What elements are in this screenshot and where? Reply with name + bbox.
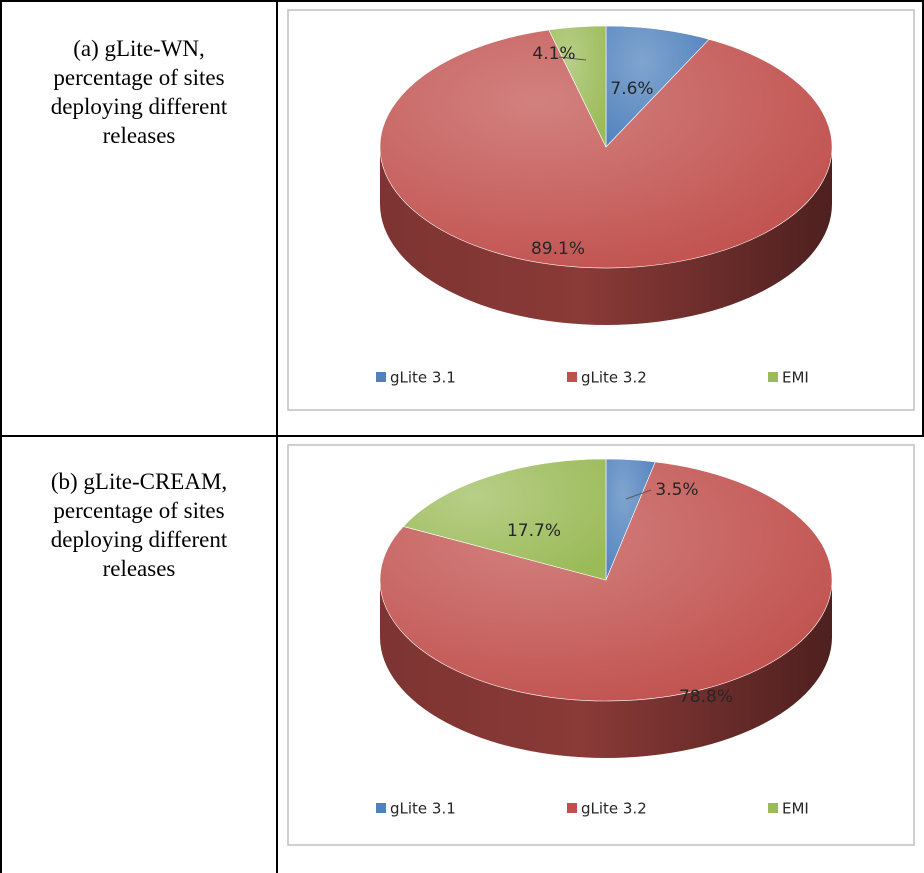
legend: gLite 3.1 gLite 3.2 EMI — [376, 369, 809, 387]
pie-chart-0: 7.6% 89.1% 4.1% gLite 3.1 gLite 3.2 EMI — [287, 9, 915, 411]
legend-swatch — [567, 803, 577, 813]
legend-swatch — [376, 372, 386, 382]
pie-slice-glite-3-2 — [379, 29, 833, 269]
caption-b-line: deploying different — [50, 527, 228, 552]
caption-b: (b) gLite-CREAM, percentage of sites dep… — [4, 467, 274, 583]
caption-b-line: percentage of sites — [53, 498, 225, 523]
caption-b-line: releases — [102, 556, 176, 581]
pie-slice-glite-3-2 — [379, 461, 833, 702]
legend-swatch — [376, 803, 386, 813]
pie-side-glite-3-2 — [380, 580, 832, 758]
data-label: 89.1% — [531, 239, 585, 259]
legend-entry: gLite 3.2 — [581, 369, 647, 387]
caption-a-line: percentage of sites — [53, 65, 225, 90]
pie-slice-emi — [548, 25, 607, 148]
data-label-leader — [558, 56, 587, 61]
data-label: 4.1% — [532, 44, 575, 64]
caption-a: (a) gLite-WN, percentage of sites deploy… — [4, 34, 274, 150]
pie-side-walls — [380, 580, 832, 758]
pie-top-faces — [379, 25, 833, 269]
pie-top-faces — [379, 458, 833, 702]
pie-slice-glite-3-1 — [605, 25, 710, 148]
caption-a-line: deploying different — [50, 94, 228, 119]
caption-b-line: (b) gLite-CREAM, — [50, 469, 228, 494]
pie-slice-emi — [402, 458, 607, 581]
legend-entry: EMI — [782, 800, 809, 818]
legend-entry: gLite 3.2 — [581, 800, 647, 818]
caption-a-line: (a) gLite-WN, — [73, 36, 205, 61]
legend-swatch — [567, 372, 577, 382]
data-label: 78.8% — [679, 687, 733, 707]
legend-entry: gLite 3.1 — [390, 800, 456, 818]
pie-chart-1: 3.5% 78.8% 17.7% gLite 3.1 gLite 3.2 EMI — [287, 444, 915, 846]
legend-swatch — [768, 372, 778, 382]
data-label-leader — [625, 489, 652, 500]
pie-side-glite-3-2 — [380, 147, 832, 325]
caption-a-line: releases — [102, 123, 176, 148]
legend-entry: EMI — [782, 369, 809, 387]
legend-swatch — [768, 803, 778, 813]
pie-side-walls — [380, 147, 832, 325]
data-label: 17.7% — [507, 521, 561, 541]
legend: gLite 3.1 gLite 3.2 EMI — [376, 800, 809, 818]
legend-entry: gLite 3.1 — [390, 369, 456, 387]
data-label: 3.5% — [655, 480, 698, 500]
data-label: 7.6% — [610, 79, 653, 99]
